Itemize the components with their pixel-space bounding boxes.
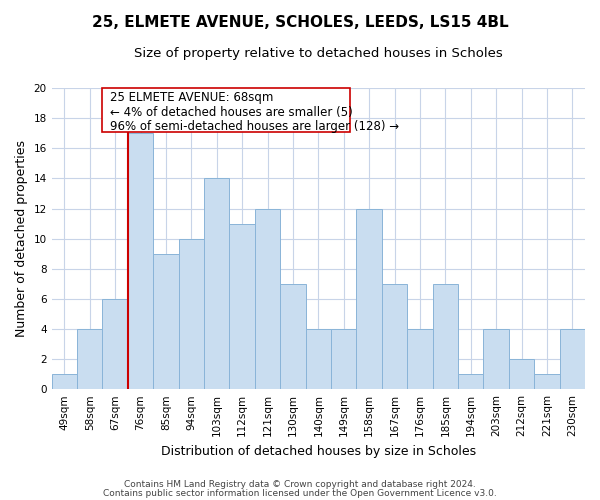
Bar — [153, 254, 179, 389]
Bar — [560, 329, 585, 389]
Bar — [458, 374, 484, 389]
Bar — [407, 329, 433, 389]
Bar — [484, 329, 509, 389]
Bar — [128, 133, 153, 389]
Bar — [103, 299, 128, 389]
Bar — [204, 178, 229, 389]
Bar — [229, 224, 255, 389]
Y-axis label: Number of detached properties: Number of detached properties — [15, 140, 28, 337]
Bar — [255, 208, 280, 389]
Bar — [433, 284, 458, 389]
Text: Contains HM Land Registry data © Crown copyright and database right 2024.: Contains HM Land Registry data © Crown c… — [124, 480, 476, 489]
Bar — [356, 208, 382, 389]
FancyBboxPatch shape — [103, 88, 350, 132]
Bar — [305, 329, 331, 389]
Bar — [509, 359, 534, 389]
Bar — [52, 374, 77, 389]
Title: Size of property relative to detached houses in Scholes: Size of property relative to detached ho… — [134, 48, 503, 60]
Text: 96% of semi-detached houses are larger (128) →: 96% of semi-detached houses are larger (… — [110, 120, 400, 133]
X-axis label: Distribution of detached houses by size in Scholes: Distribution of detached houses by size … — [161, 444, 476, 458]
Bar — [280, 284, 305, 389]
Bar — [331, 329, 356, 389]
Bar — [77, 329, 103, 389]
Text: 25, ELMETE AVENUE, SCHOLES, LEEDS, LS15 4BL: 25, ELMETE AVENUE, SCHOLES, LEEDS, LS15 … — [92, 15, 508, 30]
Bar — [534, 374, 560, 389]
Text: ← 4% of detached houses are smaller (5): ← 4% of detached houses are smaller (5) — [110, 106, 353, 118]
Text: Contains public sector information licensed under the Open Government Licence v3: Contains public sector information licen… — [103, 488, 497, 498]
Bar — [179, 238, 204, 389]
Bar — [382, 284, 407, 389]
Text: 25 ELMETE AVENUE: 68sqm: 25 ELMETE AVENUE: 68sqm — [110, 91, 274, 104]
